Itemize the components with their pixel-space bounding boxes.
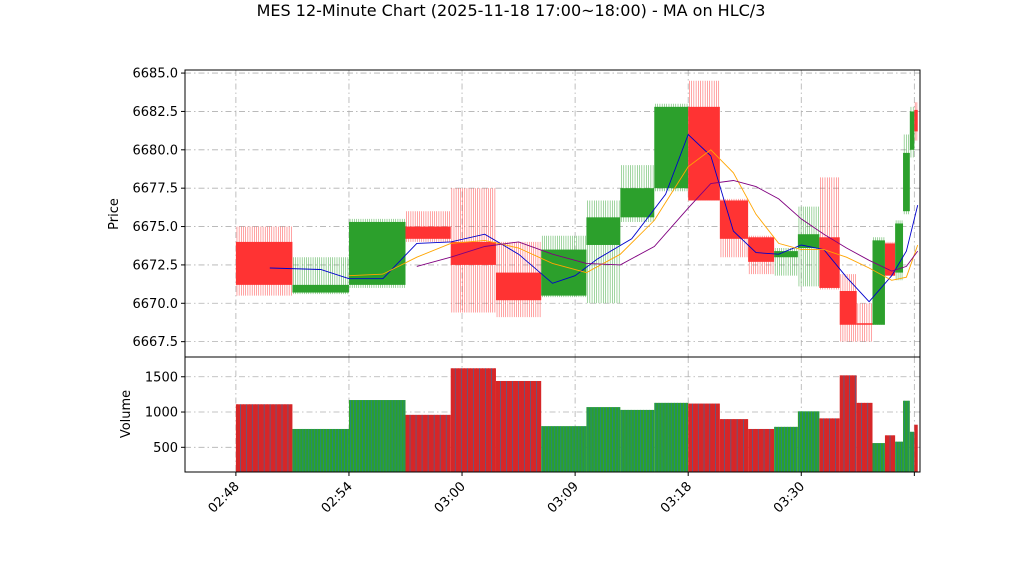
moving-average-lines: [269, 133, 919, 303]
volume-axis-label: Volume: [119, 390, 134, 438]
price-tick-label: 6685.0: [133, 67, 179, 82]
candle-body: [903, 152, 910, 212]
x-tick-label: 02:54: [319, 479, 356, 516]
volume-bar: [903, 400, 910, 472]
x-tick-label: 03:18: [658, 479, 695, 516]
candle-body: [654, 106, 689, 189]
chart-title: MES 12-Minute Chart (2025-11-18 17:00~18…: [257, 1, 766, 20]
x-tick-label: 03:09: [545, 479, 582, 516]
price-y-ticks: 6667.5 6670.0 6672.5 6675.0 6677.5 6680.0 6682…: [133, 67, 185, 350]
x-axis-ticks: 02:48 02:54 03:00 03:09 03:18 03:30: [206, 472, 915, 516]
candle-body: [450, 241, 496, 265]
price-tick-label: 6672.5: [133, 258, 179, 273]
x-tick-label: 03:00: [432, 479, 469, 516]
candle-body: [856, 323, 873, 325]
price-axis-label: Price: [107, 198, 122, 230]
candle-body: [719, 200, 749, 239]
price-tick-label: 6680.0: [133, 143, 179, 158]
volume-bars: [235, 368, 918, 472]
volume-tick-label: 500: [153, 441, 178, 456]
candle-body: [914, 109, 918, 132]
candle-body: [405, 226, 451, 239]
ma-line-2: [348, 149, 919, 281]
candle-body: [292, 284, 349, 293]
candle-body: [495, 272, 542, 301]
candle-body: [895, 223, 904, 273]
volume-bar: [774, 426, 798, 472]
candle-body: [748, 237, 775, 262]
candle-body: [872, 240, 885, 325]
candle-body: [586, 217, 621, 245]
volume-bar: [872, 443, 885, 472]
volume-tick-label: 1000: [145, 406, 178, 421]
volume-panel-frame: [184, 356, 921, 473]
price-tick-label: 6675.0: [133, 220, 179, 235]
price-tick-label: 6667.5: [133, 335, 179, 350]
candle-body: [797, 234, 820, 249]
ma-line-1: [269, 133, 919, 303]
price-candles: [235, 80, 918, 342]
price-grid: [185, 70, 920, 357]
candle-body: [884, 243, 896, 276]
price-tick-label: 6682.5: [133, 105, 179, 120]
candle-body: [819, 237, 840, 288]
candle-body: [909, 111, 915, 150]
volume-bar: [909, 431, 915, 472]
x-tick-label: 03:30: [771, 479, 808, 516]
volume-tick-label: 1500: [145, 370, 178, 385]
volume-bar: [839, 375, 857, 472]
price-tick-label: 6677.5: [133, 182, 179, 197]
ma-line-3: [416, 180, 919, 272]
volume-y-ticks: 500 1000 1500: [145, 370, 185, 456]
candle-body: [774, 251, 798, 258]
price-tick-label: 6670.0: [133, 297, 179, 312]
candle-body: [839, 291, 857, 325]
candle-body: [235, 241, 293, 285]
x-tick-label: 02:48: [206, 479, 243, 516]
candle-body: [620, 188, 655, 218]
